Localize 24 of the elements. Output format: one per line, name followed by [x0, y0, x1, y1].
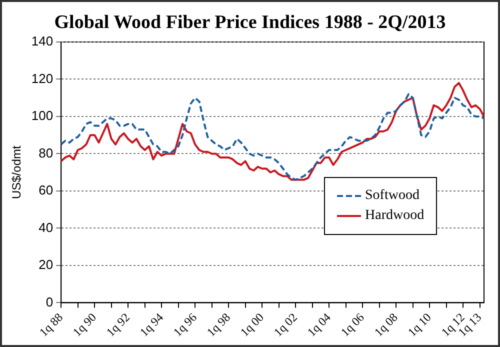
y-tick-label: 140 [31, 34, 54, 49]
x-tick-label: 1q 00 [237, 310, 266, 340]
x-tick-label: 1q 94 [136, 310, 166, 340]
chart-title: Global Wood Fiber Price Indices 1988 - 2Q/2013 [53, 12, 447, 34]
x-tick-label: 1q 10 [404, 310, 434, 340]
x-tick-label: 1q 90 [70, 310, 99, 340]
x-tick-label: 1q 08 [371, 310, 400, 340]
x-tick-label: 1q 92 [103, 310, 132, 340]
x-tick-label: 1q 04 [304, 310, 334, 340]
y-tick-label: 120 [31, 70, 54, 86]
x-tick-label: 1q 02 [270, 310, 300, 340]
x-tick-label: 1q 06 [338, 310, 367, 340]
y-tick-label: 40 [38, 220, 54, 235]
y-axis-title: US$/odmt [10, 145, 24, 200]
x-tick-label: 1q 88 [36, 310, 66, 340]
x-tick-label: 1q 98 [204, 310, 233, 340]
legend-label: Softwood [365, 188, 420, 204]
y-tick-label: 80 [38, 145, 54, 160]
y-tick-label: 0 [46, 294, 54, 310]
y-tick-label: 60 [38, 182, 54, 198]
y-tick-label: 100 [31, 108, 54, 124]
x-tick-label: 1q 96 [170, 310, 200, 340]
y-tick-label: 20 [38, 257, 54, 272]
legend-label: Hardwood [365, 208, 424, 224]
